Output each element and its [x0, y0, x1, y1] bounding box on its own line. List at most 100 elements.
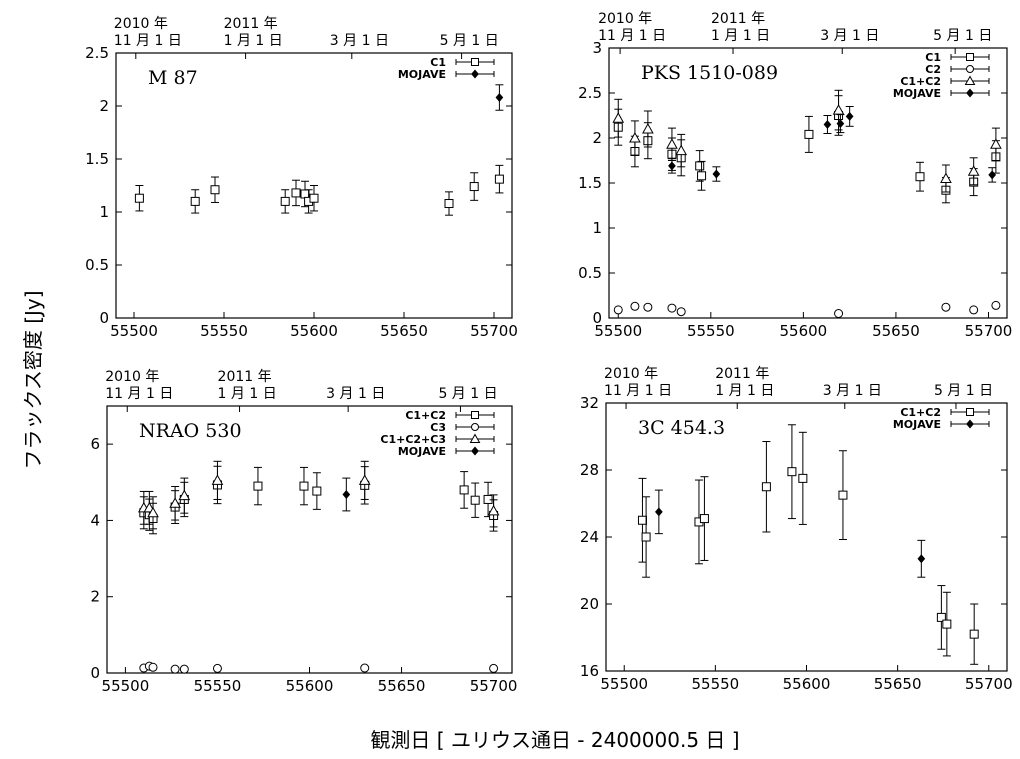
data-point [280, 196, 290, 206]
legend-marker [469, 433, 481, 443]
x-tick-label: 55700 [470, 322, 518, 340]
data-point [641, 532, 651, 542]
x-tick-label: 55550 [687, 322, 735, 340]
data-point [804, 129, 814, 139]
y-tick-label: 20 [580, 595, 599, 613]
date-label-year: 2010 年 [114, 16, 168, 32]
data-point [969, 305, 979, 315]
y-tick-label: 0 [99, 309, 109, 327]
plot-frame [106, 405, 513, 674]
data-point [787, 467, 797, 477]
y-tick-label: 1.5 [85, 150, 109, 168]
y-tick-label: 3 [592, 39, 602, 57]
y-tick-label: 0.5 [578, 264, 602, 282]
x-tick-label: 55550 [200, 322, 248, 340]
data-point [342, 490, 351, 499]
data-point [838, 490, 848, 500]
date-label-day: 3 月 1 日 [326, 386, 385, 402]
x-tick-label: 55550 [194, 677, 242, 695]
data-point [210, 185, 220, 195]
data-point [988, 170, 997, 180]
data-point [666, 138, 678, 149]
y-tick-label: 0 [90, 664, 100, 682]
x-axis-label: 観測日 [ ユリウス通日 - 2400000.5 日 ] [370, 728, 739, 752]
legend-label: C1+C2 [900, 406, 941, 419]
date-label-day: 1 月 1 日 [224, 33, 283, 49]
data-point [668, 161, 676, 171]
object-name: PKS 1510-089 [641, 62, 778, 84]
x-tick-label: 55650 [378, 677, 426, 695]
data-point [494, 174, 504, 184]
data-point [917, 554, 926, 564]
data-point [823, 120, 832, 129]
y-tick-label: 28 [580, 461, 599, 479]
x-tick-label: 55600 [780, 322, 828, 340]
legend-label: C3 [430, 421, 446, 434]
data-point [299, 481, 309, 491]
data-point [642, 122, 654, 134]
x-tick-label: 55600 [290, 322, 338, 340]
legend-label: C1 [430, 56, 446, 69]
data-point [832, 104, 845, 115]
y-tick-label: 1 [99, 203, 109, 221]
legend-label: MOJAVE [893, 87, 941, 100]
panel-3: 55500 55550 55600 55650 55700 0 2 4 6 2010 年11 月 … [90, 369, 517, 695]
y-tick-label: 1.5 [578, 174, 602, 192]
y-tick-label: 2.5 [85, 44, 109, 62]
data-point [969, 629, 979, 639]
legend-marker [966, 88, 974, 98]
data-point [360, 663, 370, 673]
y-tick-label: 4 [90, 511, 100, 529]
data-point [936, 612, 946, 622]
data-point [612, 112, 625, 123]
x-tick-label: 55600 [286, 677, 334, 695]
legend-marker [471, 423, 479, 431]
y-tick-label: 0.5 [85, 256, 109, 274]
x-tick-label: 55700 [470, 677, 518, 695]
legend-label: MOJAVE [398, 68, 446, 81]
legend-marker [966, 408, 974, 416]
date-label-day: 11 月 1 日 [598, 28, 666, 44]
data-point [629, 131, 641, 143]
data-point [495, 93, 504, 102]
data-point [253, 481, 263, 491]
data-point [941, 302, 951, 312]
y-tick-label: 6 [90, 435, 100, 453]
y-tick-label: 32 [580, 394, 599, 412]
date-label-day: 3 月 1 日 [823, 383, 882, 399]
data-point [967, 165, 980, 176]
data-point [695, 161, 705, 171]
y-tick-label: 0 [592, 309, 602, 327]
data-point [637, 515, 647, 525]
date-label-day: 1 月 1 日 [218, 386, 277, 402]
legend-marker [471, 446, 479, 456]
data-point [170, 664, 180, 674]
data-point [915, 172, 925, 182]
data-point [991, 300, 1001, 310]
date-label-day: 11 月 1 日 [105, 386, 173, 402]
y-tick-label: 2.5 [578, 84, 602, 102]
x-tick-label: 55500 [594, 322, 642, 340]
date-label-day: 1 月 1 日 [711, 28, 770, 44]
x-tick-label: 55500 [110, 322, 158, 340]
date-label-day: 1 月 1 日 [715, 383, 774, 399]
data-point [654, 507, 663, 517]
data-point [134, 193, 144, 203]
data-point [309, 193, 319, 203]
date-label-day: 5 月 1 日 [438, 386, 497, 402]
data-point [613, 305, 623, 315]
data-point [148, 662, 158, 672]
date-label-day: 5 月 1 日 [440, 33, 499, 49]
panel-2: 55500 55550 55600 55650 55700 0 0.5 1 1.5 2 2.5 3 20… [578, 11, 1012, 340]
date-label-year: 2010 年 [598, 11, 652, 27]
legend-marker [966, 419, 974, 429]
y-tick-label: 1 [592, 219, 602, 237]
data-point [469, 182, 479, 192]
data-point [212, 663, 222, 673]
x-tick-label: 55600 [783, 675, 831, 693]
legend-marker [471, 58, 479, 66]
x-tick-label: 55700 [965, 322, 1013, 340]
panel-4: 55500 55550 55600 55650 55700 16 20 24 28 32 2010 … [580, 366, 1013, 693]
data-point [990, 138, 1002, 149]
data-point [630, 301, 640, 311]
